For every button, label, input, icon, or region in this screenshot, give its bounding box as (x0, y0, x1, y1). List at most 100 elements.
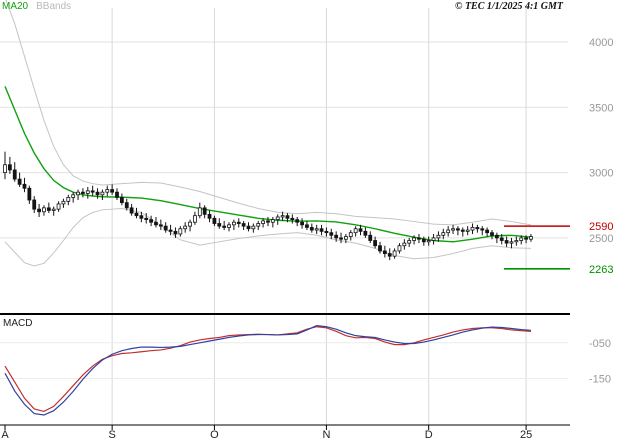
month-label: D (425, 429, 433, 440)
candle (37, 203, 41, 217)
price-axis-label: 3500 (589, 102, 613, 114)
candle (51, 206, 56, 216)
candle-body (485, 229, 490, 234)
candle (183, 222, 188, 233)
candle (100, 189, 105, 201)
candle-body (202, 207, 207, 215)
candle (426, 236, 431, 246)
candle (154, 216, 158, 228)
candle (456, 226, 460, 236)
candle-body (456, 228, 460, 231)
month-label: O (210, 429, 219, 440)
candle-body (76, 191, 80, 196)
copyright-text: © TEC 1/1/2025 4:1 GMT (454, 1, 563, 12)
candle (90, 185, 95, 197)
candle-body (7, 164, 12, 171)
candle-body (407, 240, 412, 244)
candle-body (217, 223, 222, 227)
candle (56, 201, 61, 212)
candle-body (154, 221, 158, 226)
candle (158, 219, 163, 231)
candle-body (465, 229, 470, 232)
candle-body (119, 197, 124, 204)
candle (300, 218, 304, 229)
candle-body (236, 221, 241, 224)
candle (22, 177, 27, 193)
candle (270, 216, 275, 228)
candle-body (368, 234, 373, 241)
candle-body (353, 228, 358, 234)
candle (353, 226, 358, 237)
candle (397, 243, 402, 254)
candle-body (71, 194, 76, 198)
candle-body (475, 227, 480, 230)
candle-body (251, 225, 256, 230)
candle-body (90, 190, 95, 193)
candle-body (27, 187, 32, 201)
candle (134, 207, 139, 219)
month-label: S (108, 429, 115, 440)
macd-gridlines: -050 -150 (0, 338, 611, 386)
candle (202, 205, 207, 219)
candle-body (280, 215, 285, 218)
candle-body (183, 225, 188, 230)
candle (236, 218, 241, 228)
candle (295, 216, 300, 227)
bbands-legend-label: BBands (36, 1, 72, 12)
candle (144, 213, 149, 224)
candle (163, 222, 168, 233)
candle-body (270, 219, 275, 223)
candle (76, 189, 80, 201)
candle (32, 196, 37, 214)
candle (387, 248, 392, 261)
candle (407, 237, 412, 248)
candle (499, 233, 504, 245)
candle (251, 223, 256, 233)
candle-body (266, 220, 270, 223)
ma20 (4, 86, 532, 243)
candle-body (329, 232, 334, 236)
candle-body (421, 238, 426, 243)
candle (241, 220, 246, 231)
candle (61, 198, 66, 208)
month-label: A (1, 429, 9, 440)
candle-body (227, 224, 231, 228)
candle (319, 224, 324, 236)
candle-body (85, 190, 90, 194)
candle-body (446, 229, 451, 234)
candle-body (324, 230, 329, 234)
candle (168, 224, 173, 236)
candle (66, 194, 71, 206)
candle (266, 216, 270, 227)
macd-signal-line (4, 325, 532, 416)
candle-body (158, 224, 163, 227)
candle (460, 227, 465, 237)
candle (348, 230, 353, 241)
candle-body (300, 221, 304, 226)
candle-body (494, 234, 499, 239)
candle-body (529, 236, 533, 240)
candle (378, 241, 382, 254)
candle-body (241, 223, 246, 227)
candle-body (173, 230, 178, 235)
candle (490, 230, 494, 240)
candle-body (231, 221, 236, 226)
ma20-line (4, 86, 532, 243)
candle-body (144, 217, 149, 221)
candle-body (348, 232, 353, 237)
candle-body (334, 234, 339, 239)
candle (436, 231, 441, 242)
candle-body (139, 215, 144, 219)
candle (85, 186, 90, 199)
candle (212, 215, 217, 227)
candle-body (397, 245, 402, 252)
candle (343, 233, 348, 244)
macd-line (4, 326, 532, 413)
candle (188, 219, 192, 232)
candle-body (290, 217, 295, 221)
candle (441, 228, 446, 240)
macd-axis-label: -050 (589, 338, 611, 350)
candle (3, 151, 7, 180)
candle (139, 211, 144, 223)
candle (290, 214, 295, 224)
